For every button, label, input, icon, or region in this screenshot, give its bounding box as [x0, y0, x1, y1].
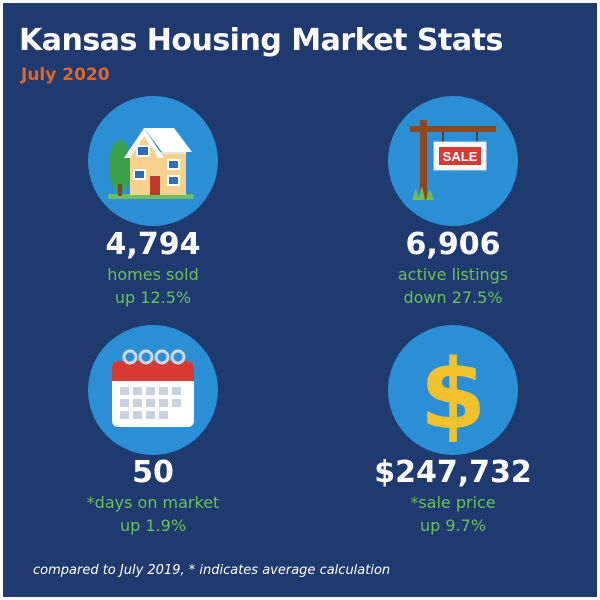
days-on-market-label: *days on market	[86, 493, 220, 512]
sale-price-value: $247,732	[374, 455, 532, 490]
days-on-market-value: 50	[132, 455, 174, 490]
dollar-sign-icon: $	[420, 339, 487, 451]
homes-sold-change: up 12.5%	[114, 288, 192, 307]
homes-sold-value: 4,794	[105, 227, 201, 262]
dollar-sign-icon-circle: $	[388, 325, 518, 455]
calendar-icon-circle	[88, 325, 218, 455]
house-icon-circle	[88, 96, 218, 226]
for-sale-sign-icon: SALE	[410, 120, 496, 200]
svg-text:$: $	[420, 339, 487, 451]
footnote: compared to July 2019, * indicates avera…	[33, 563, 391, 578]
active-listings-value: 6,906	[405, 227, 501, 262]
page-subtitle: July 2020	[21, 65, 110, 85]
for-sale-sign-icon-circle: SALE	[388, 96, 518, 226]
sale-price-label: *sale price	[410, 493, 496, 512]
house-icon	[108, 128, 194, 199]
calendar-icon	[112, 349, 194, 427]
days-on-market-change: up 1.9%	[119, 516, 187, 535]
active-listings-label: active listings	[397, 265, 509, 284]
sale-price-change: up 9.7%	[419, 516, 487, 535]
sale-sign-text: SALE	[443, 149, 478, 164]
page-title: Kansas Housing Market Stats	[19, 23, 503, 58]
homes-sold-label: homes sold	[107, 265, 199, 284]
active-listings-change: down 27.5%	[403, 288, 503, 307]
